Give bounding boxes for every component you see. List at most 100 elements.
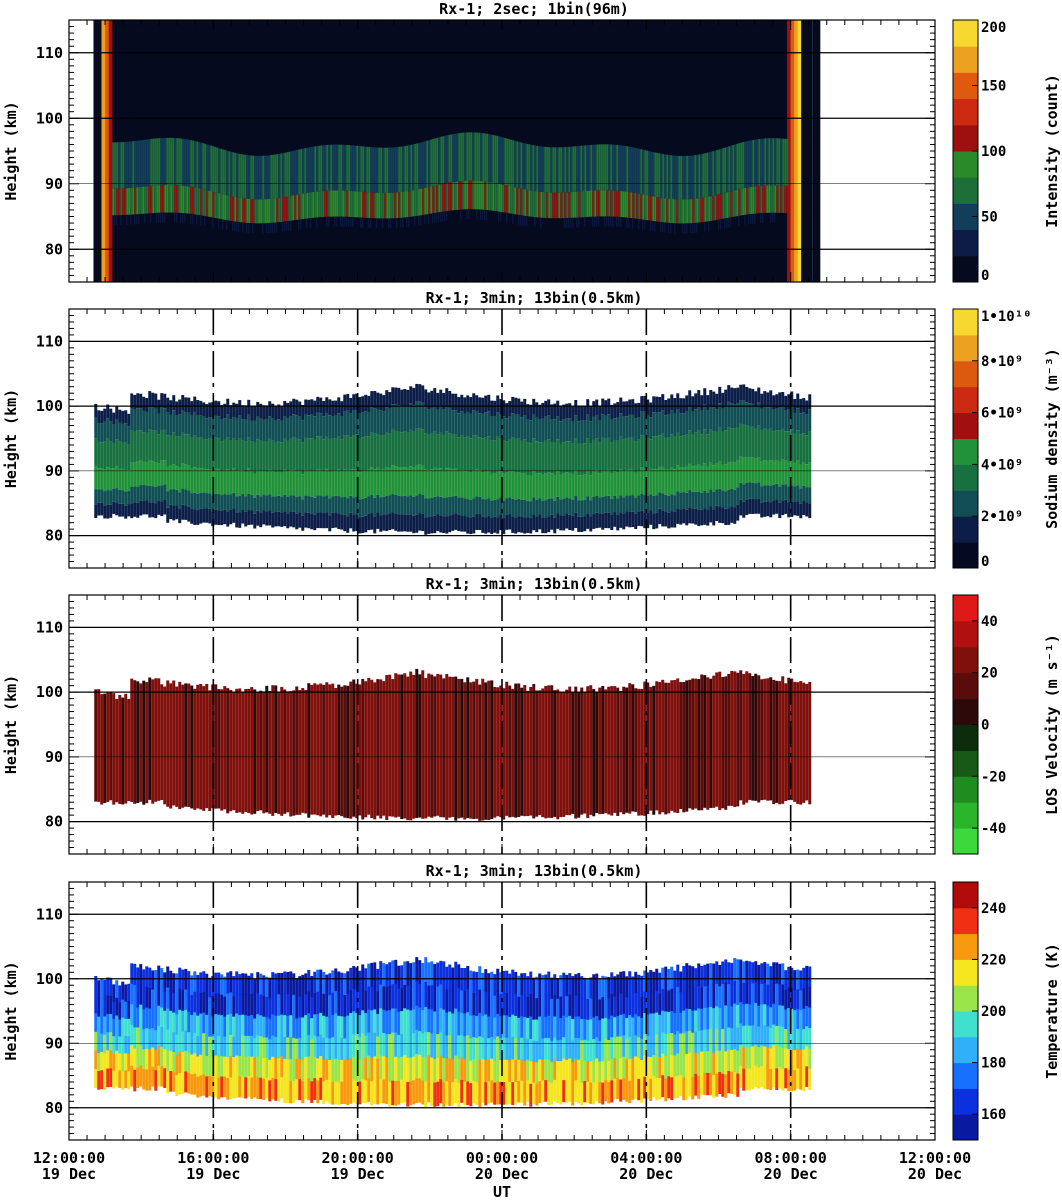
intensity-column: [666, 198, 669, 223]
density-cell: [589, 443, 593, 476]
density-cell: [565, 403, 569, 419]
density-cell: [487, 498, 491, 517]
density-cell: [634, 441, 638, 473]
temperature-cell: [700, 1051, 704, 1074]
temperature-cell: [604, 997, 608, 1019]
intensity-column: [674, 223, 676, 234]
intensity-column: [762, 185, 765, 213]
temperature-cell: [568, 994, 572, 1017]
intensity-column: [716, 150, 719, 195]
temperature-cell: [268, 1080, 272, 1102]
velocity-cell: [154, 678, 158, 802]
intensity-column: [762, 138, 765, 186]
temperature-cell: [562, 1037, 566, 1060]
temperature-cell: [151, 970, 155, 991]
density-cell: [352, 515, 356, 532]
temperature-cell: [454, 985, 458, 1010]
temperature-cell: [199, 972, 203, 994]
density-cell: [268, 416, 272, 439]
temperature-cell: [436, 962, 440, 987]
temperature-cell: [352, 1034, 356, 1058]
density-cell: [226, 494, 230, 512]
temperature-cell: [346, 1015, 350, 1039]
intensity-column: [428, 140, 431, 187]
density-cell: [121, 490, 125, 504]
temperature-cell: [727, 962, 731, 985]
temperature-cell: [664, 1033, 668, 1057]
temperature-cell: [121, 981, 125, 1001]
temperature-cell: [226, 993, 230, 1016]
temperature-cell: [616, 1057, 620, 1079]
intensity-column: [494, 135, 497, 184]
density-cell: [340, 416, 344, 440]
density-cell: [436, 409, 440, 435]
density-cell: [658, 397, 662, 413]
intensity-column: [290, 151, 293, 196]
density-cell: [145, 500, 149, 515]
intensity-column: [770, 212, 772, 223]
velocity-cell: [529, 686, 533, 816]
temperature-cell: [469, 1083, 473, 1107]
intensity-column: [728, 191, 731, 218]
intensity-column: [400, 217, 402, 228]
density-cell: [301, 499, 305, 516]
intensity-column: [758, 139, 761, 186]
temperature-cell: [754, 1023, 758, 1046]
temperature-cell: [214, 1034, 218, 1057]
density-cell: [793, 501, 797, 516]
intensity-column: [262, 155, 265, 200]
intensity-column: [288, 220, 290, 231]
density-cell: [622, 416, 626, 440]
velocity-cell: [544, 685, 548, 819]
velocity-cell: [301, 688, 305, 813]
intensity-column: [634, 147, 637, 194]
temperature-cell: [304, 1036, 308, 1058]
intensity-column: [444, 135, 447, 184]
temperature-cell: [400, 965, 404, 989]
density-cell: [721, 464, 725, 491]
temperature-cell: [799, 1010, 803, 1031]
density-cell: [691, 466, 695, 492]
intensity-column: [580, 191, 583, 218]
velocity-cell: [115, 699, 119, 803]
density-cell: [685, 395, 689, 412]
density-cell: [571, 443, 575, 475]
density-cell: [736, 487, 740, 505]
intensity-column: [660, 153, 663, 198]
intensity-column: [750, 214, 752, 225]
velocity-cell: [298, 690, 302, 815]
x-tick-time: 12:00:00: [33, 1149, 105, 1167]
intensity-column: [300, 219, 302, 230]
density-cell: [208, 438, 212, 470]
density-cell: [304, 399, 308, 415]
density-cell: [259, 418, 263, 441]
temperature-cell: [589, 1019, 593, 1041]
temperature-cell: [454, 1032, 458, 1057]
temperature-cell: [625, 1017, 629, 1040]
velocity-cell: [415, 668, 419, 818]
temperature-cell: [643, 1012, 647, 1035]
density-cell: [190, 493, 194, 510]
temperature-cell: [208, 1017, 212, 1038]
intensity-column: [234, 152, 237, 197]
intensity-column: [176, 185, 179, 213]
temperature-cell: [316, 1058, 320, 1082]
x-axis-label: UT: [493, 1183, 511, 1200]
density-cell: [244, 441, 248, 472]
temperature-cell: [406, 1057, 410, 1083]
intensity-column: [610, 144, 613, 191]
intensity-column: [350, 145, 353, 191]
temperature-cell: [361, 1010, 365, 1034]
intensity-column: [286, 221, 288, 232]
density-cell: [538, 498, 542, 515]
temperature-cell: [190, 975, 194, 996]
density-cell: [499, 399, 503, 415]
density-cell: [235, 440, 239, 472]
density-cell: [370, 407, 374, 433]
density-cell: [160, 429, 164, 461]
temperature-cell: [442, 1057, 446, 1083]
density-cell: [706, 509, 710, 526]
temperature-cell: [469, 1060, 473, 1084]
temperature-cell: [373, 1056, 377, 1081]
intensity-column: [626, 217, 628, 228]
